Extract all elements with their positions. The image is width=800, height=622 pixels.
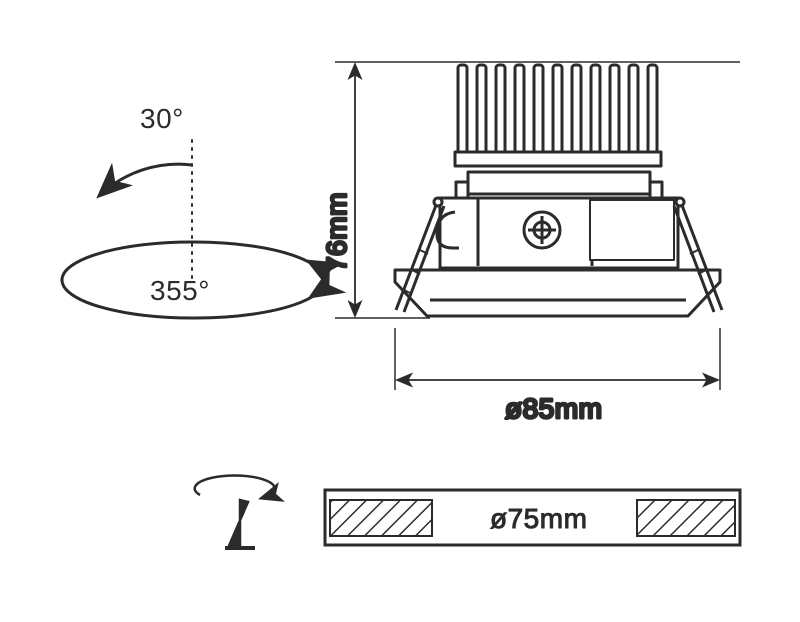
- housing: [437, 172, 678, 268]
- outer-diameter-label: ø85mm: [505, 393, 602, 424]
- side-elevation: 76mm ø85mm: [321, 62, 740, 424]
- technical-diagram: 30° 355°: [0, 0, 800, 622]
- tilt-angle-label: 30°: [140, 103, 184, 134]
- rotation-angle-label: 355°: [150, 275, 210, 306]
- tilt-arc: [100, 164, 192, 195]
- heatsink: [455, 65, 661, 166]
- height-label: 76mm: [321, 192, 352, 272]
- flange: [395, 270, 720, 316]
- cutout-diameter-label: ø75mm: [490, 503, 587, 534]
- clip-install-icon: [195, 476, 275, 548]
- rotation-diagram: 30° 355°: [62, 103, 326, 318]
- cutout-view: ø75mm: [195, 476, 740, 548]
